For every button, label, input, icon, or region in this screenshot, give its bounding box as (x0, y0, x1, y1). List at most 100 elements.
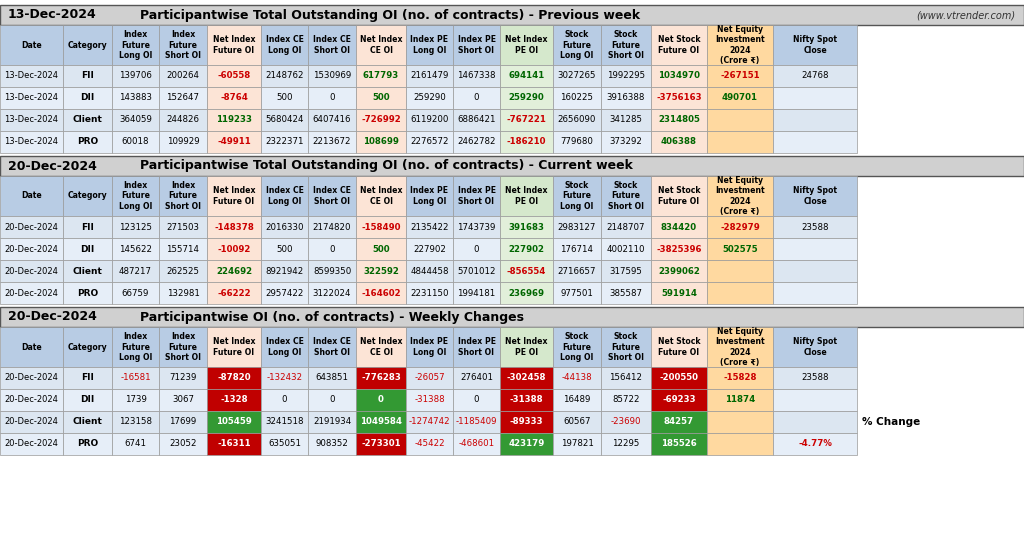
Bar (356, 282, 406, 304)
Bar (453, 389, 500, 411)
Text: 12295: 12295 (612, 440, 640, 449)
Text: Index CE
Short OI: Index CE Short OI (313, 186, 351, 206)
Bar (207, 282, 261, 304)
Bar (159, 65, 207, 87)
Text: Index PE
Short OI: Index PE Short OI (458, 337, 496, 357)
Bar (356, 411, 406, 433)
Bar (112, 433, 159, 455)
Text: 1739: 1739 (125, 395, 146, 405)
Bar (63, 216, 112, 238)
Bar (601, 87, 651, 109)
Text: -44138: -44138 (562, 373, 592, 383)
Text: -767221: -767221 (507, 116, 547, 124)
Bar (159, 25, 207, 65)
Text: 259290: 259290 (413, 94, 445, 103)
Text: DII: DII (80, 395, 94, 405)
Text: -16311: -16311 (217, 440, 251, 449)
Bar (601, 282, 651, 304)
Bar (207, 367, 261, 389)
Bar (207, 238, 261, 260)
Bar (0, 216, 63, 238)
Bar (453, 327, 500, 367)
Bar (207, 389, 261, 411)
Bar (356, 176, 406, 216)
Bar (261, 65, 308, 87)
Bar (159, 411, 207, 433)
Bar (553, 260, 601, 282)
Text: 2174820: 2174820 (312, 223, 351, 231)
Text: 317595: 317595 (609, 266, 642, 275)
Bar (308, 25, 356, 65)
Bar (159, 238, 207, 260)
Bar (707, 367, 773, 389)
Bar (406, 109, 453, 131)
Bar (0, 260, 63, 282)
Bar (308, 65, 356, 87)
Bar (308, 260, 356, 282)
Text: Client: Client (73, 116, 102, 124)
Bar (112, 176, 159, 216)
Bar (159, 176, 207, 216)
Bar (63, 131, 112, 153)
Text: 2276572: 2276572 (411, 138, 449, 146)
Text: 2957422: 2957422 (265, 288, 304, 298)
Text: Category: Category (68, 40, 108, 49)
Text: -186210: -186210 (507, 138, 546, 146)
Text: Nifty Spot
Close: Nifty Spot Close (793, 186, 837, 206)
Text: 6741: 6741 (125, 440, 146, 449)
Text: 8599350: 8599350 (313, 266, 351, 275)
Text: Index
Future
Long OI: Index Future Long OI (119, 30, 153, 60)
Bar (207, 327, 261, 367)
Text: 20-Dec-2024: 20-Dec-2024 (4, 440, 58, 449)
Text: Index PE
Long OI: Index PE Long OI (411, 337, 449, 357)
Bar (500, 25, 553, 65)
Text: 23588: 23588 (801, 223, 828, 231)
Text: 271503: 271503 (167, 223, 200, 231)
Text: 490701: 490701 (722, 94, 758, 103)
Text: 322592: 322592 (364, 266, 399, 275)
Bar (0, 156, 1024, 176)
Text: -8764: -8764 (220, 94, 248, 103)
Text: 224692: 224692 (216, 266, 252, 275)
Text: 2148707: 2148707 (607, 223, 645, 231)
Text: Stock
Future
Long OI: Stock Future Long OI (560, 181, 594, 211)
Bar (453, 176, 500, 216)
Text: 2231150: 2231150 (411, 288, 449, 298)
Bar (773, 131, 857, 153)
Bar (63, 389, 112, 411)
Text: 197821: 197821 (560, 440, 594, 449)
Text: Index PE
Long OI: Index PE Long OI (411, 36, 449, 55)
Text: 227902: 227902 (413, 244, 445, 253)
Text: 123158: 123158 (119, 417, 152, 427)
Text: -16581: -16581 (120, 373, 151, 383)
Bar (406, 65, 453, 87)
Bar (453, 260, 500, 282)
Text: Client: Client (73, 266, 102, 275)
Bar (707, 131, 773, 153)
Text: -60558: -60558 (217, 72, 251, 81)
Bar (0, 433, 63, 455)
Bar (308, 109, 356, 131)
Text: Net Index
CE OI: Net Index CE OI (359, 337, 402, 357)
Text: 500: 500 (276, 94, 293, 103)
Text: 643851: 643851 (315, 373, 348, 383)
Bar (553, 109, 601, 131)
Bar (651, 87, 707, 109)
Text: Index CE
Long OI: Index CE Long OI (265, 186, 303, 206)
Bar (453, 131, 500, 153)
Text: 834420: 834420 (660, 223, 697, 231)
Text: 2191934: 2191934 (313, 417, 351, 427)
Text: 244826: 244826 (167, 116, 200, 124)
Bar (207, 260, 261, 282)
Bar (651, 411, 707, 433)
Text: 139706: 139706 (119, 72, 152, 81)
Bar (773, 367, 857, 389)
Text: 105459: 105459 (216, 417, 252, 427)
Text: Index PE
Short OI: Index PE Short OI (458, 36, 496, 55)
Bar (500, 131, 553, 153)
Text: 502575: 502575 (722, 244, 758, 253)
Bar (308, 282, 356, 304)
Bar (356, 25, 406, 65)
Bar (308, 131, 356, 153)
Text: 20-Dec-2024: 20-Dec-2024 (8, 159, 97, 173)
